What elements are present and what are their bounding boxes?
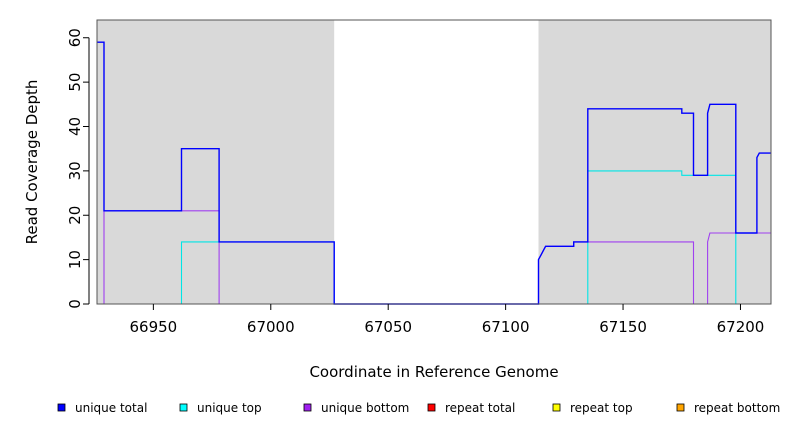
legend-swatch: [57, 403, 66, 412]
legend-swatch: [179, 403, 188, 412]
x-tick-label: 67150: [599, 318, 647, 336]
y-tick-label: 60: [66, 28, 84, 47]
x-axis-title: Coordinate in Reference Genome: [309, 363, 558, 381]
series-line-unique-total: [97, 41, 771, 305]
x-tick-label: 67100: [482, 318, 530, 336]
y-tick-label: 0: [66, 299, 84, 309]
y-tick-label: 40: [66, 117, 84, 136]
x-tick-label: 67050: [364, 318, 412, 336]
shaded-region-0: [97, 20, 335, 304]
legend-item-repeat-bottom: repeat bottom: [676, 401, 780, 415]
legend-label: unique top: [197, 401, 262, 415]
plot-frame: [96, 19, 772, 305]
legend-item-repeat-total: repeat total: [427, 401, 515, 415]
shaded-region-1: [538, 20, 771, 304]
legend-label: repeat total: [445, 401, 515, 415]
legend: unique total unique top unique bottom repea…: [57, 401, 780, 415]
legend-item-repeat-top: repeat top: [552, 401, 633, 415]
legend-swatch: [676, 403, 685, 412]
legend-item-unique-bottom: unique bottom: [303, 401, 409, 415]
legend-item-unique-total: unique total: [57, 401, 147, 415]
legend-item-unique-top: unique top: [179, 401, 262, 415]
x-tick-label: 67200: [717, 318, 765, 336]
y-tick-label: 20: [66, 206, 84, 225]
x-tick-label: 67000: [247, 318, 295, 336]
y-tick-label: 30: [66, 161, 84, 180]
legend-label: repeat bottom: [694, 401, 780, 415]
plot-area: [97, 20, 771, 304]
x-tick-label: 66950: [130, 318, 178, 336]
axes: 66950 67000 67050 67100 67150 67200 0 10 20 30 40 5…: [66, 19, 772, 336]
legend-label: unique total: [75, 401, 147, 415]
y-tick-label: 50: [66, 73, 84, 92]
legend-label: unique bottom: [321, 401, 409, 415]
y-tick-label: 10: [66, 250, 84, 269]
legend-swatch: [427, 403, 436, 412]
legend-swatch: [303, 403, 312, 412]
y-axis-title: Read Coverage Depth: [23, 80, 41, 245]
legend-swatch: [552, 403, 561, 412]
legend-label: repeat top: [570, 401, 633, 415]
